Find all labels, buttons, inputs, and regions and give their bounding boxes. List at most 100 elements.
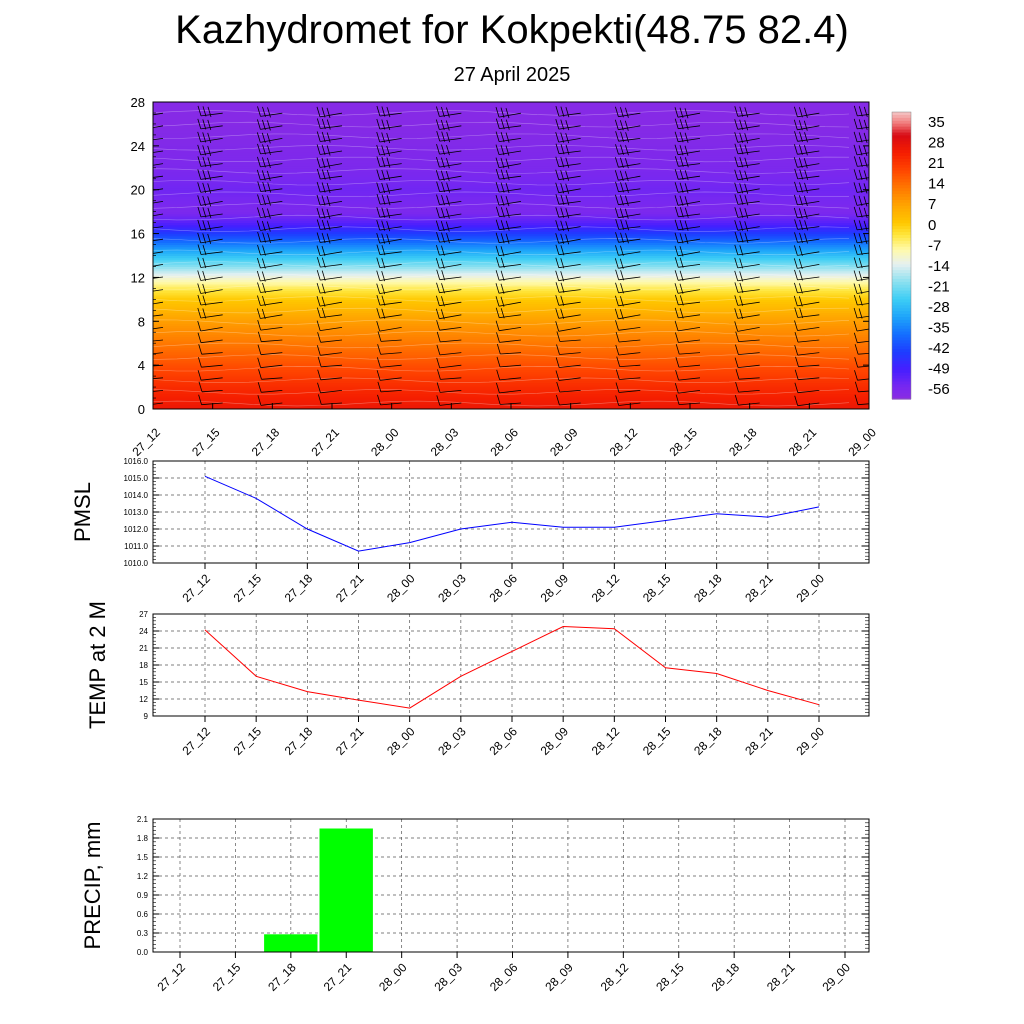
wind-barb bbox=[436, 357, 462, 369]
wind-barb bbox=[436, 181, 462, 193]
contour-line bbox=[153, 203, 850, 209]
y-tick-label: 1.8 bbox=[137, 834, 149, 843]
heatmap-band bbox=[153, 338, 869, 342]
wind-barb bbox=[153, 276, 164, 279]
colorbar-swatch bbox=[892, 349, 911, 353]
wind-barb bbox=[615, 219, 641, 231]
heatmap-band bbox=[153, 206, 869, 210]
wind-barb bbox=[495, 144, 522, 156]
wind-barb bbox=[376, 219, 402, 232]
colorbar-swatch bbox=[892, 293, 911, 298]
colorbar-label: 7 bbox=[928, 196, 936, 213]
wind-barb bbox=[555, 182, 581, 194]
colorbar-swatch bbox=[892, 185, 911, 189]
wind-barb bbox=[853, 244, 869, 256]
x-tick-label: 28_18 bbox=[691, 571, 725, 605]
heatmap-band bbox=[153, 123, 869, 127]
wind-barb bbox=[615, 331, 641, 343]
colorbar-swatch bbox=[892, 378, 911, 383]
colorbar-swatch bbox=[892, 129, 911, 134]
colorbar-swatch bbox=[892, 243, 911, 248]
wind-barb bbox=[674, 156, 701, 168]
wind-barb bbox=[153, 188, 164, 191]
wind-barb bbox=[615, 144, 641, 156]
x-tick-label: 27_12 bbox=[154, 960, 188, 994]
wind-barb bbox=[675, 356, 701, 368]
heatmap-band bbox=[153, 259, 869, 263]
colorbar-label: 21 bbox=[928, 155, 945, 172]
colorbar-swatch bbox=[892, 135, 911, 139]
wind-barb bbox=[376, 370, 402, 381]
wind-barb bbox=[316, 219, 343, 231]
wind-barb bbox=[674, 131, 701, 143]
colorbar-label: -35 bbox=[928, 320, 950, 337]
wind-barb bbox=[436, 282, 462, 294]
y-tick-label: 21 bbox=[139, 644, 148, 653]
wind-barb bbox=[257, 295, 283, 307]
heatmap-band bbox=[153, 395, 869, 399]
heatmap-band bbox=[153, 134, 869, 138]
wind-barb bbox=[436, 320, 462, 331]
heatmap-band bbox=[153, 228, 869, 232]
x-tick-label: 28_15 bbox=[640, 571, 674, 605]
wind-barb bbox=[153, 390, 164, 392]
heatmap-band bbox=[153, 377, 869, 381]
wind-barb bbox=[256, 270, 283, 282]
heatmap-band bbox=[153, 307, 869, 311]
heatmap-band bbox=[153, 358, 869, 362]
wind-barb bbox=[197, 131, 223, 144]
wind-barb bbox=[376, 294, 402, 306]
colorbar-swatch bbox=[892, 217, 911, 221]
wind-barb bbox=[153, 364, 164, 367]
heatmap-band bbox=[153, 294, 869, 298]
wind-barb bbox=[615, 157, 641, 169]
heatmap-band bbox=[153, 336, 869, 340]
heatmap-band bbox=[153, 178, 869, 182]
wind-barb bbox=[794, 131, 820, 143]
temperature-colorbar: 35 28 21 14 7 0 -7 -14 -21 -28 -35 -42 -49 -56 bbox=[891, 111, 950, 400]
heatmap-band bbox=[153, 287, 869, 292]
heatmap-band bbox=[153, 386, 869, 390]
wind-barb bbox=[257, 207, 283, 219]
wind-barb bbox=[436, 194, 462, 206]
contour-line bbox=[153, 307, 850, 314]
heatmap-band bbox=[153, 344, 869, 349]
x-tick-label: 29_00 bbox=[819, 960, 853, 994]
wind-barb bbox=[316, 118, 343, 130]
x-tick-label: 28_12 bbox=[598, 960, 632, 994]
wind-barb bbox=[436, 207, 462, 219]
heatmap-band bbox=[153, 322, 869, 327]
wind-barb bbox=[376, 131, 402, 144]
wind-barb bbox=[674, 245, 701, 257]
x-tick-label: 28_15 bbox=[666, 425, 700, 459]
colorbar-swatch bbox=[892, 123, 911, 128]
wind-barb bbox=[376, 105, 402, 118]
y-axis-label: PMSL bbox=[70, 482, 95, 542]
wind-barb bbox=[495, 157, 522, 169]
wind-barb bbox=[615, 131, 641, 143]
wind-barb bbox=[853, 294, 869, 306]
heatmap-band bbox=[153, 316, 869, 320]
heatmap-band bbox=[153, 274, 869, 278]
wind-barb bbox=[377, 381, 402, 393]
y-tick-label: 1.5 bbox=[137, 853, 149, 862]
heatmap-band bbox=[153, 230, 869, 235]
wind-barb bbox=[316, 232, 343, 244]
y-tick-label: 2.1 bbox=[137, 815, 149, 824]
wind-barb bbox=[257, 106, 283, 118]
wind-barb bbox=[615, 395, 641, 406]
wind-barb bbox=[496, 332, 522, 343]
wind-barb bbox=[376, 357, 402, 368]
heatmap-band bbox=[153, 393, 869, 397]
colorbar-label: 0 bbox=[928, 217, 936, 234]
colorbar-swatch bbox=[892, 214, 911, 219]
colorbar-label: 14 bbox=[928, 176, 945, 193]
contour-line bbox=[153, 238, 850, 244]
colorbar-swatch bbox=[892, 223, 911, 227]
wind-barb bbox=[376, 206, 402, 219]
wind-barb bbox=[734, 295, 760, 307]
wind-barb bbox=[376, 118, 402, 131]
wind-barb bbox=[153, 175, 164, 178]
wind-barb bbox=[853, 105, 869, 118]
wind-barb bbox=[674, 169, 701, 181]
